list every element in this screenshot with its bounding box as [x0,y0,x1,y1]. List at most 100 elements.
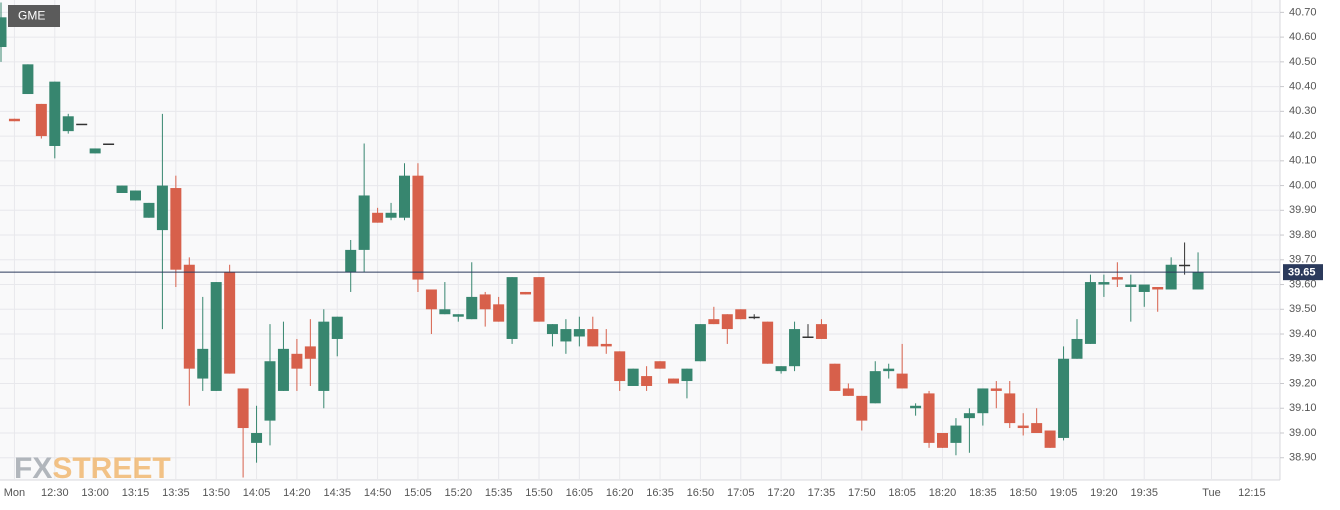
candle-body [224,272,236,374]
y-tick-label: 40.10 [1289,155,1317,167]
y-tick-label: 40.30 [1289,105,1317,117]
x-tick-label: 15:05 [404,487,432,499]
x-tick-label: 18:05 [888,487,916,499]
candle-body [210,282,222,391]
last-price-label: 39.65 [1288,267,1316,279]
candle-body [654,361,666,369]
candle-body [641,376,653,386]
x-tick-label: 17:50 [848,487,876,499]
candle-body [372,212,384,223]
y-tick-label: 39.70 [1289,254,1317,266]
candle-body [1165,264,1177,290]
candle-body [277,348,289,391]
y-tick-label: 40.60 [1289,31,1317,43]
candle-body [842,388,854,396]
candle-body [910,405,922,409]
candle-body [1138,284,1150,292]
candle-body [1017,425,1029,429]
candle-body [721,314,733,330]
candle-body [950,425,962,443]
candle-body [829,363,841,391]
candle-body [977,388,989,414]
candle-body [681,368,693,382]
candle-body [762,321,774,364]
x-tick-label: 13:15 [122,487,150,499]
candle-body [896,373,908,389]
candle-body [399,175,410,218]
candle-body [493,304,505,322]
candle-body [668,378,679,384]
x-tick-label: 17:20 [767,487,795,499]
symbol-badge [8,5,60,27]
x-tick-label: 15:20 [445,487,473,499]
x-tick-label: 16:20 [606,487,634,499]
candle-body [1084,282,1096,344]
candle-body [1192,272,1204,290]
candle-body [412,175,424,280]
y-tick-label: 39.80 [1289,229,1317,241]
candle-body [573,329,585,337]
candle-body [116,185,128,193]
y-tick-label: 39.90 [1289,204,1317,216]
y-tick-label: 40.40 [1289,81,1317,93]
candle-body [264,361,276,421]
candle-body [1004,393,1016,424]
candle-body [546,324,558,335]
candle-body [89,148,101,154]
candle-body [170,188,182,270]
candle-body [425,289,437,310]
candle-body [1111,277,1123,280]
candle-body [22,64,34,95]
candle-body [452,314,464,317]
candle-body [8,118,20,122]
x-tick-label: 15:50 [525,487,553,499]
candles [0,2,1204,478]
x-tick-label: 16:35 [646,487,674,499]
y-tick-label: 38.90 [1289,452,1317,464]
y-tick-label: 39.40 [1289,328,1317,340]
candle-body [1031,423,1043,433]
candle-body [130,190,141,201]
candle-body [49,81,61,146]
y-tick-label: 40.50 [1289,56,1317,68]
candle-body [1098,282,1110,285]
candle-body [856,395,868,421]
y-tick-label: 40.20 [1289,130,1317,142]
y-tick-label: 40.00 [1289,179,1317,191]
candle-body [694,324,706,362]
candle-body [937,432,948,448]
candle-body [600,343,612,347]
candle-body [990,388,1002,391]
x-tick-label: 12:15 [1238,487,1266,499]
candle-body [614,351,626,382]
candle-body [923,393,935,443]
candle-body [735,309,747,320]
candle-body [479,294,491,310]
candle-body [789,329,801,367]
candle-body [1071,338,1083,359]
x-tick-label: 14:20 [283,487,311,499]
y-tick-label: 39.30 [1289,353,1317,365]
candle-body [345,249,357,273]
candle-body [143,202,155,218]
x-tick-label: Tue [1202,487,1221,499]
x-tick-label: 13:00 [81,487,109,499]
x-tick-label: 16:05 [566,487,594,499]
x-tick-label: 19:20 [1090,487,1118,499]
candle-body [708,319,720,325]
y-tick-label: 39.00 [1289,427,1317,439]
x-tick-label: 14:05 [243,487,271,499]
candle-body [237,388,249,429]
candle-body [520,291,532,295]
y-tick-label: 40.70 [1289,6,1317,18]
candle-body [533,277,545,322]
candle-body [802,336,814,338]
candle-body [156,185,168,231]
candle-body [560,329,572,342]
y-tick-label: 39.50 [1289,303,1317,315]
candle-body [318,321,330,391]
x-tick-label: 13:50 [202,487,230,499]
x-tick-label: 14:50 [364,487,392,499]
